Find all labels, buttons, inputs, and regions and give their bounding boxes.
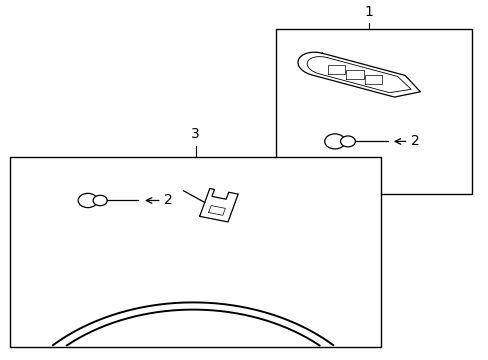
Ellipse shape bbox=[324, 134, 345, 149]
Polygon shape bbox=[297, 52, 420, 97]
Ellipse shape bbox=[340, 136, 355, 147]
Text: 2: 2 bbox=[410, 134, 419, 148]
Polygon shape bbox=[199, 189, 238, 222]
Text: 2: 2 bbox=[164, 193, 172, 207]
Bar bbox=[10, 157, 381, 347]
Bar bbox=[276, 29, 471, 194]
Ellipse shape bbox=[93, 195, 107, 206]
Ellipse shape bbox=[78, 193, 97, 208]
Text: 1: 1 bbox=[364, 5, 373, 19]
Text: 3: 3 bbox=[191, 127, 200, 141]
